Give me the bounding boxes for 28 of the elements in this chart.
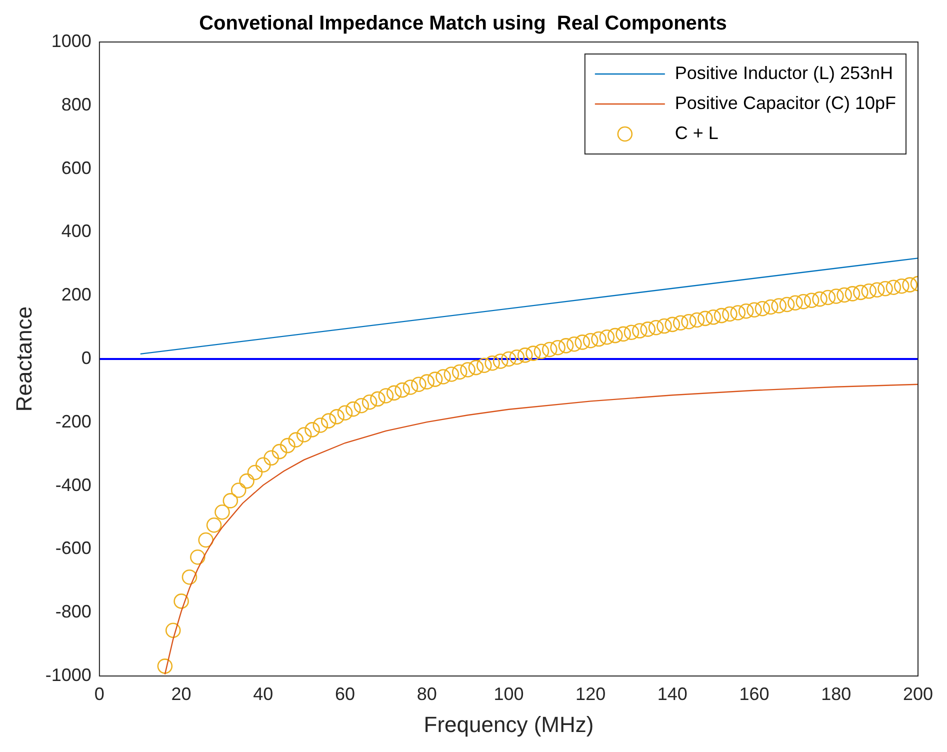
y-tick-label: 400 xyxy=(61,221,92,242)
x-tick-label: 80 xyxy=(416,684,437,704)
y-axis-title: Reactance xyxy=(11,306,36,412)
y-tick-label: 600 xyxy=(61,158,92,178)
y-tick-label: -1000 xyxy=(45,664,92,685)
chart-title: Convetional Impedance Match using Real Components xyxy=(199,12,727,35)
y-tick-label: 1000 xyxy=(51,30,92,51)
y-tick-label: -600 xyxy=(55,538,92,558)
y-tick-label: 800 xyxy=(61,94,92,114)
legend-label: Positive Capacitor (C) 10pF xyxy=(674,92,896,113)
x-tick-label: 140 xyxy=(657,684,688,704)
legend-label: C + L xyxy=(674,122,718,143)
x-tick-label: 60 xyxy=(334,684,356,704)
x-tick-label: 40 xyxy=(253,684,274,704)
y-tick-label: 200 xyxy=(61,284,92,305)
legend-label: Positive Inductor (L) 253nH xyxy=(674,62,894,83)
x-tick-label: 160 xyxy=(739,684,770,704)
y-tick-label: 0 xyxy=(81,348,92,368)
x-tick-label: 180 xyxy=(821,684,852,704)
x-tick-label: 200 xyxy=(902,684,934,704)
y-tick-label: -800 xyxy=(55,602,92,622)
x-tick-label: 120 xyxy=(576,684,606,704)
x-tick-label: 20 xyxy=(171,684,192,704)
x-tick-label: 100 xyxy=(494,684,524,704)
y-tick-label: -200 xyxy=(55,411,92,432)
y-tick-label: -400 xyxy=(55,474,92,495)
x-axis-title: Frequency (MHz) xyxy=(424,712,594,737)
x-tick-label: 0 xyxy=(94,684,104,704)
